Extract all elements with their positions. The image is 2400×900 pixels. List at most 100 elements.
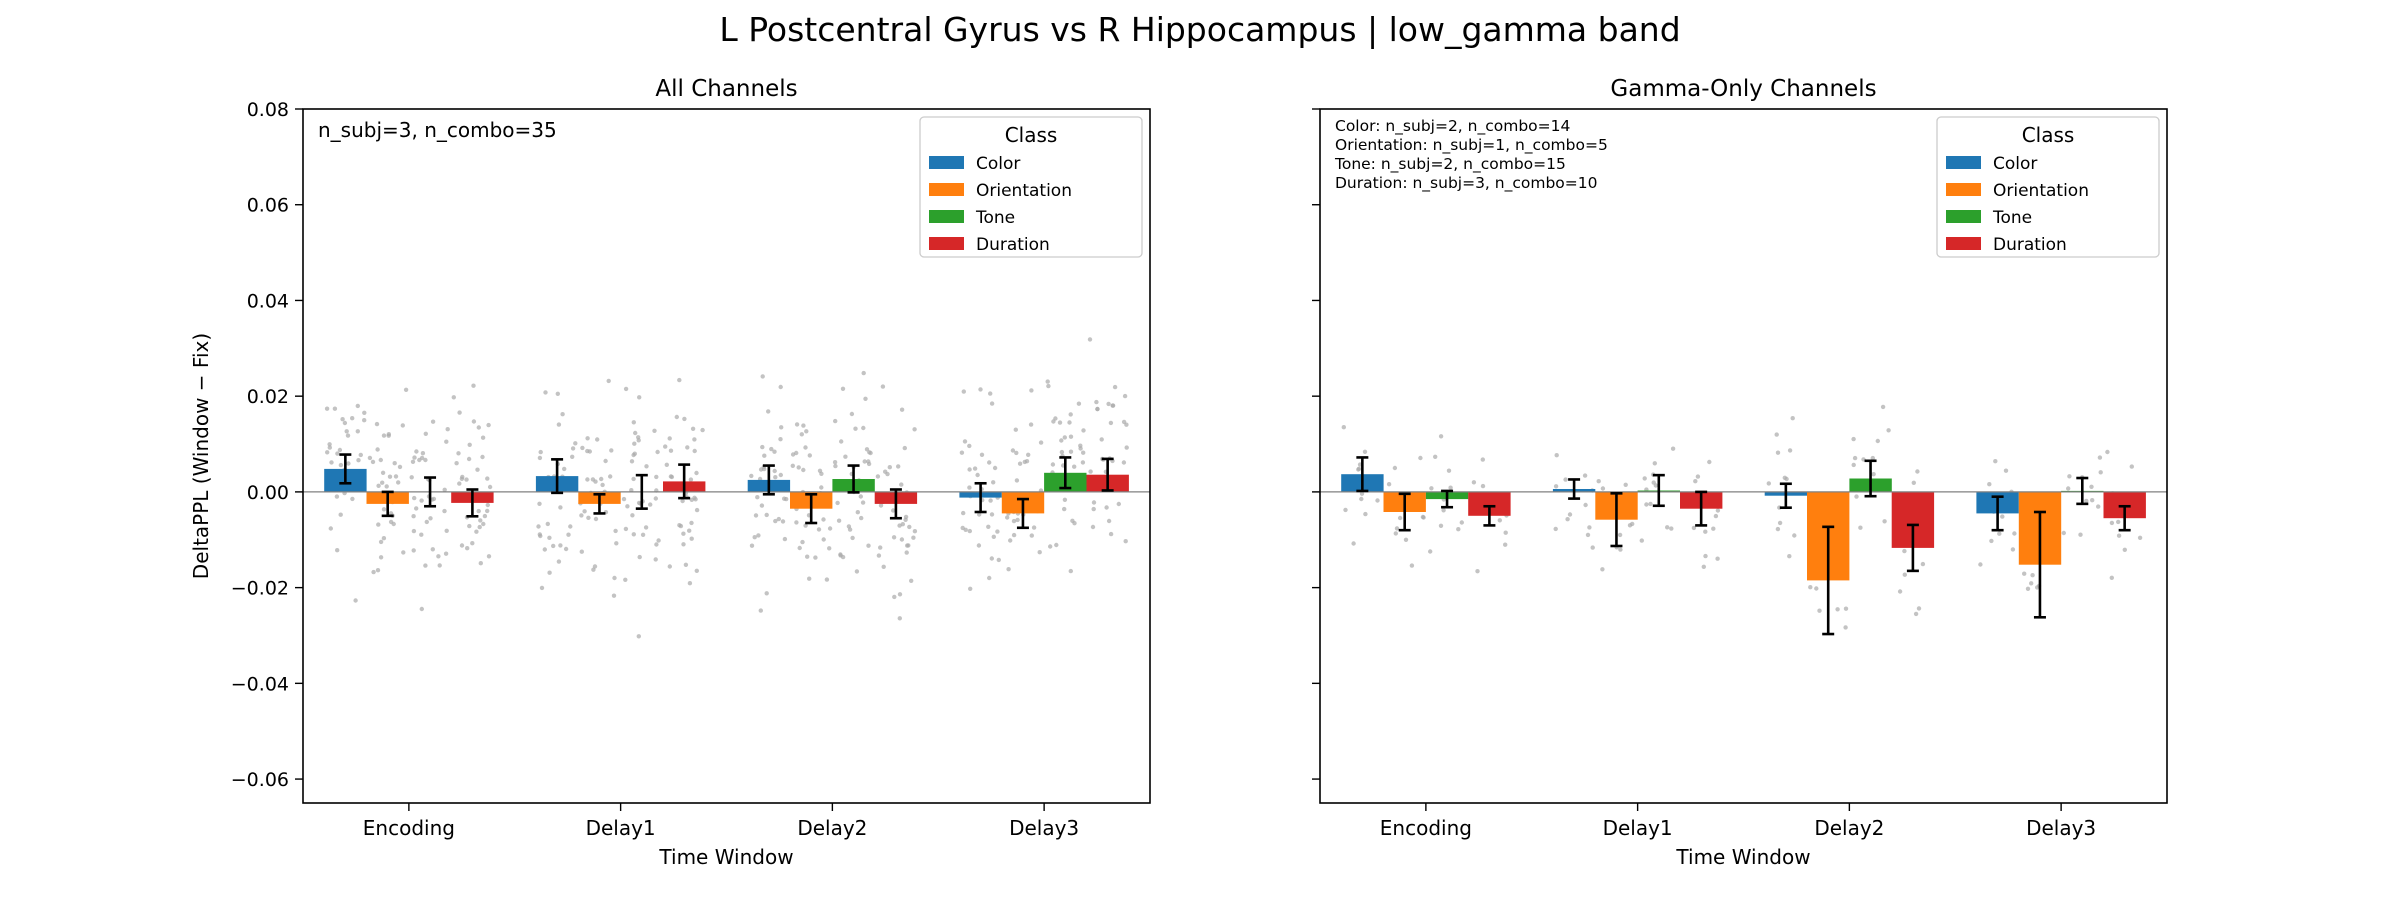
scatter-point — [854, 569, 860, 574]
scatter-point — [1642, 476, 1647, 481]
x-axis-label: Time Window — [658, 845, 793, 869]
scatter-point — [478, 518, 483, 523]
scatter-point — [603, 458, 608, 464]
scatter-point — [749, 473, 754, 479]
y-tick-label: 0.02 — [247, 386, 289, 408]
scatter-point — [677, 523, 682, 528]
scatter-point — [776, 516, 781, 522]
scatter-point — [833, 418, 838, 424]
scatter-point — [609, 448, 614, 453]
scatter-point — [1554, 453, 1559, 458]
scatter-point — [485, 502, 490, 508]
scatter-point — [1438, 523, 1444, 528]
scatter-point — [773, 475, 778, 480]
scatter-point — [443, 551, 449, 556]
scatter-point — [667, 564, 672, 569]
scatter-point — [547, 535, 552, 540]
scatter-point — [481, 521, 486, 527]
scatter-point — [1091, 506, 1096, 512]
scatter-point — [375, 568, 381, 573]
legend-label-tone: Tone — [1992, 208, 2032, 228]
scatter-point — [384, 484, 389, 489]
scatter-point — [328, 526, 333, 531]
scatter-point — [551, 543, 556, 549]
scatter-point — [1989, 538, 1994, 544]
scatter-point — [782, 496, 787, 501]
scatter-point — [424, 519, 429, 525]
scatter-point — [1446, 468, 1452, 473]
scatter-point — [475, 467, 480, 472]
scatter-point — [838, 552, 843, 557]
scatter-point — [896, 464, 901, 469]
scatter-point — [1116, 501, 1122, 507]
scatter-point — [1050, 462, 1056, 467]
scatter-point — [1808, 585, 1813, 590]
scatter-point — [1341, 425, 1347, 430]
scatter-point — [800, 539, 805, 545]
scatter-point — [1790, 416, 1795, 421]
scatter-point — [2137, 535, 2143, 540]
scatter-point — [755, 495, 760, 500]
scatter-point — [987, 460, 992, 465]
scatter-point — [2122, 547, 2127, 552]
scatter-point — [412, 495, 417, 501]
scatter-point — [967, 467, 972, 472]
scatter-point — [445, 427, 450, 432]
scatter-point — [558, 543, 563, 548]
scatter-point — [2097, 455, 2103, 460]
scatter-point — [689, 536, 694, 541]
scatter-point — [2066, 486, 2071, 491]
scatter-point — [621, 496, 627, 502]
scatter-point — [1852, 455, 1858, 461]
scatter-point — [1590, 545, 1595, 550]
scatter-point — [860, 500, 866, 505]
scatter-point — [782, 536, 788, 542]
scatter-point — [1600, 567, 1605, 572]
scatter-point — [391, 521, 396, 527]
scatter-point — [1775, 450, 1781, 455]
scatter-point — [542, 547, 547, 552]
scatter-point — [2105, 449, 2110, 455]
scatter-point — [335, 451, 340, 456]
scatter-point — [1029, 533, 1035, 538]
scatter-point — [644, 464, 649, 469]
scatter-point — [653, 557, 658, 562]
scatter-point — [412, 455, 417, 460]
scatter-point — [482, 513, 488, 519]
scatter-point — [1081, 450, 1086, 455]
scatter-point — [904, 550, 909, 555]
scatter-point — [689, 497, 694, 502]
scatter-point — [1392, 465, 1398, 471]
scatter-point — [1475, 569, 1480, 574]
scatter-point — [1067, 420, 1072, 425]
scatter-point — [437, 563, 442, 568]
scatter-point — [345, 433, 351, 438]
scatter-point — [1902, 548, 1907, 554]
scatter-point — [630, 513, 635, 518]
scatter-point — [866, 461, 872, 467]
scatter-point — [694, 507, 700, 513]
scatter-point — [454, 461, 459, 466]
scatter-point — [1707, 459, 1712, 465]
scatter-point — [891, 508, 896, 513]
scatter-point — [1091, 500, 1097, 505]
scatter-point — [631, 420, 636, 425]
scatter-point — [991, 480, 996, 485]
scatter-point — [989, 512, 995, 517]
scatter-point — [912, 529, 918, 534]
scatter-point — [1600, 486, 1606, 491]
scatter-point — [1911, 480, 1917, 485]
scatter-point — [423, 457, 428, 463]
scatter-point — [987, 575, 992, 581]
scatter-point — [681, 542, 686, 547]
scatter-point — [600, 482, 605, 488]
scatter-point — [374, 421, 380, 427]
scatter-point — [556, 422, 562, 427]
scatter-point — [403, 387, 409, 392]
scatter-point — [855, 510, 860, 515]
scatter-point — [1711, 526, 1716, 531]
scatter-point — [694, 470, 699, 476]
scatter-point — [897, 592, 903, 597]
scatter-point — [1715, 508, 1721, 513]
scatter-point — [1076, 401, 1082, 406]
